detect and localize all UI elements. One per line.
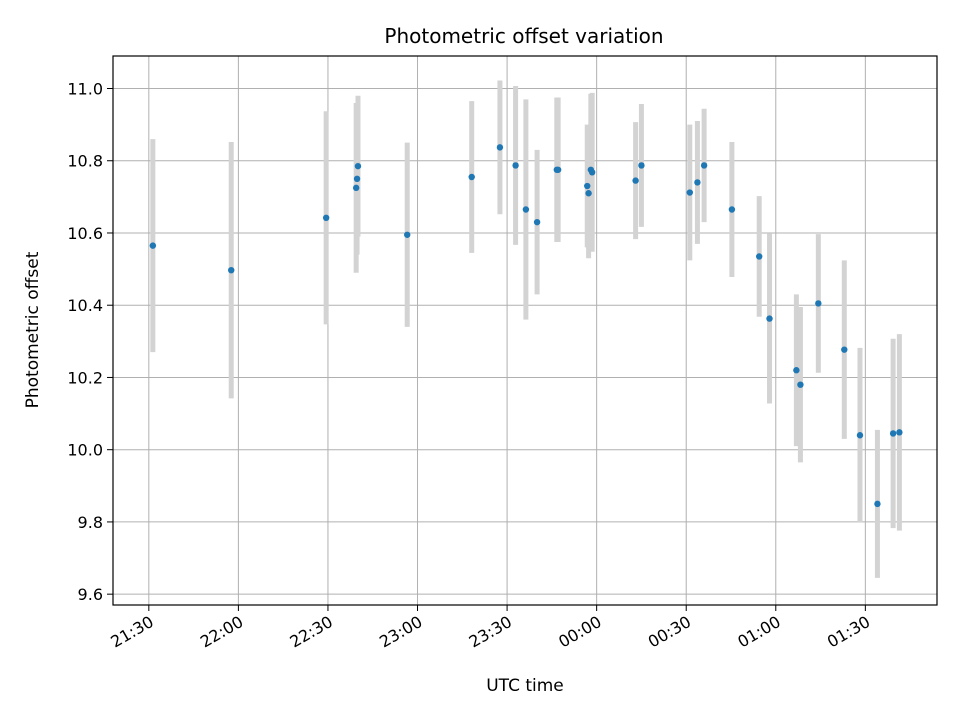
y-tick-label: 10.8 [67,152,103,171]
data-point [533,218,541,226]
data-point [889,430,897,437]
data-point [322,214,330,222]
chart-title: Photometric offset variation [384,24,663,48]
x-axis-label: UTC time [486,676,564,696]
y-tick-label: 10.4 [67,296,103,315]
data-point [149,242,157,249]
data-point [700,162,708,169]
plot-frame [112,55,938,606]
y-tick-label: 10.0 [67,441,103,460]
data-point [522,206,530,213]
y-axis: 9.6 9.8 10.0 10.2 10.4 10.6 10.8 11.0 [67,80,113,604]
data-point [694,179,701,186]
data-point [793,367,800,374]
y-tick-label: 10.2 [67,368,103,387]
grid [113,56,937,605]
data-point [354,162,362,170]
data-point [766,315,773,322]
data-point [686,189,693,196]
data-points [149,144,903,508]
data-point [815,300,822,307]
data-point [632,177,639,184]
data-point [638,162,645,169]
data-point [797,381,804,388]
data-point [588,169,596,176]
data-point [585,190,592,197]
y-tick-label: 10.6 [67,224,103,243]
data-point [756,253,763,260]
data-point [468,173,475,181]
data-point [228,266,235,274]
data-point [874,500,881,508]
data-point [841,346,848,353]
data-point [856,432,864,439]
data-point [404,231,411,238]
data-point [554,166,562,173]
y-axis-label: Photometric offset [23,251,43,408]
data-point [353,175,361,183]
data-point [512,162,519,169]
data-point [896,429,903,436]
data-point [496,144,504,151]
y-tick-label: 11.0 [67,80,103,99]
y-tick-label: 9.6 [78,585,103,604]
data-point [584,182,591,190]
data-point [352,184,360,192]
y-tick-label: 9.8 [78,513,103,532]
data-point [728,206,736,213]
